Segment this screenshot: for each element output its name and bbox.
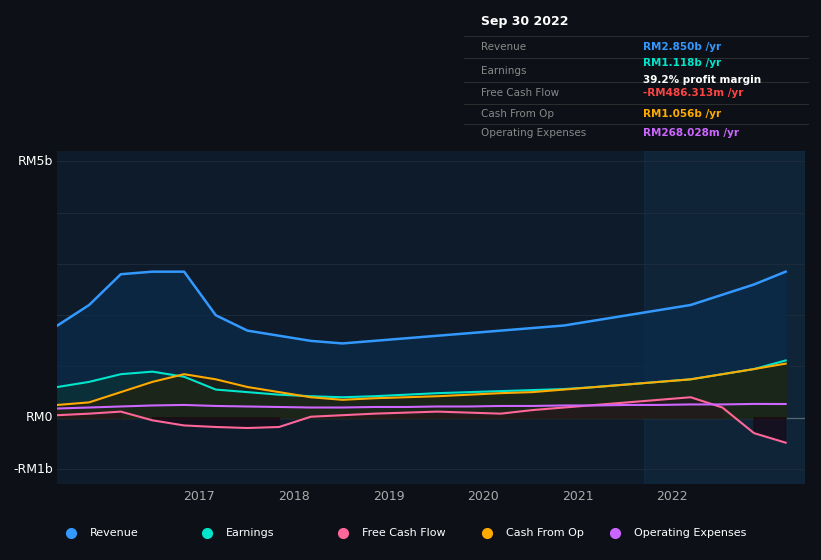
Text: RM1.056b /yr: RM1.056b /yr (643, 109, 722, 119)
Text: Earnings: Earnings (481, 66, 526, 76)
Text: Cash From Op: Cash From Op (481, 109, 554, 119)
Text: RM5b: RM5b (18, 155, 53, 168)
Text: RM1.118b /yr: RM1.118b /yr (643, 58, 722, 68)
Text: Free Cash Flow: Free Cash Flow (481, 88, 559, 99)
Text: Sep 30 2022: Sep 30 2022 (481, 15, 569, 28)
Text: RM268.028m /yr: RM268.028m /yr (643, 128, 739, 138)
Text: -RM1b: -RM1b (14, 463, 53, 475)
Text: RM2.850b /yr: RM2.850b /yr (643, 43, 722, 53)
Text: 39.2% profit margin: 39.2% profit margin (643, 76, 761, 85)
Bar (644, 151, 805, 484)
Text: Free Cash Flow: Free Cash Flow (362, 529, 446, 538)
Text: Revenue: Revenue (481, 43, 526, 53)
Text: Operating Expenses: Operating Expenses (481, 128, 586, 138)
Text: RM0: RM0 (26, 411, 53, 424)
Text: -RM486.313m /yr: -RM486.313m /yr (643, 88, 744, 99)
Text: Operating Expenses: Operating Expenses (634, 529, 746, 538)
Text: Revenue: Revenue (90, 529, 139, 538)
Text: Earnings: Earnings (226, 529, 274, 538)
Text: Cash From Op: Cash From Op (506, 529, 584, 538)
